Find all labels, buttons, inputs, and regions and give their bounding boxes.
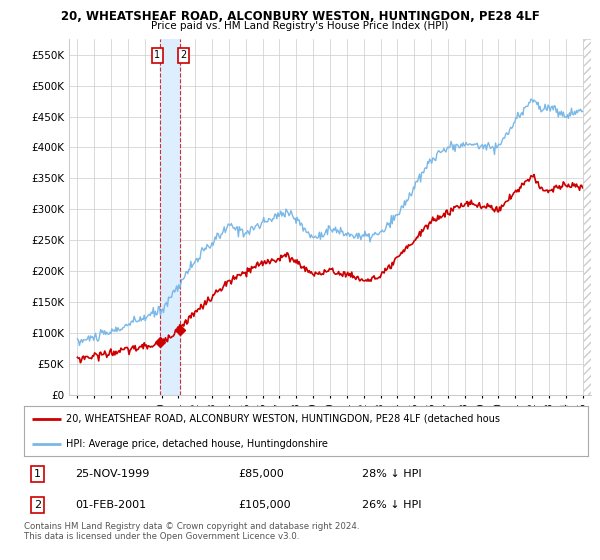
Text: HPI: Average price, detached house, Huntingdonshire: HPI: Average price, detached house, Hunt…: [66, 439, 328, 449]
Text: £85,000: £85,000: [238, 469, 284, 479]
Text: 2: 2: [180, 50, 186, 60]
Text: Price paid vs. HM Land Registry's House Price Index (HPI): Price paid vs. HM Land Registry's House …: [151, 21, 449, 31]
Text: 25-NOV-1999: 25-NOV-1999: [75, 469, 149, 479]
Text: Contains HM Land Registry data © Crown copyright and database right 2024.
This d: Contains HM Land Registry data © Crown c…: [24, 522, 359, 542]
Text: 1: 1: [154, 50, 160, 60]
Bar: [160, 39, 180, 395]
Text: 01-FEB-2001: 01-FEB-2001: [75, 500, 146, 510]
Text: 20, WHEATSHEAF ROAD, ALCONBURY WESTON, HUNTINGDON, PE28 4LF: 20, WHEATSHEAF ROAD, ALCONBURY WESTON, H…: [61, 10, 539, 23]
Text: 26% ↓ HPI: 26% ↓ HPI: [362, 500, 422, 510]
Text: 1: 1: [34, 469, 41, 479]
Text: 20, WHEATSHEAF ROAD, ALCONBURY WESTON, HUNTINGDON, PE28 4LF (detached hous: 20, WHEATSHEAF ROAD, ALCONBURY WESTON, H…: [66, 414, 500, 423]
Text: £105,000: £105,000: [238, 500, 291, 510]
Text: 2: 2: [34, 500, 41, 510]
Text: 28% ↓ HPI: 28% ↓ HPI: [362, 469, 422, 479]
